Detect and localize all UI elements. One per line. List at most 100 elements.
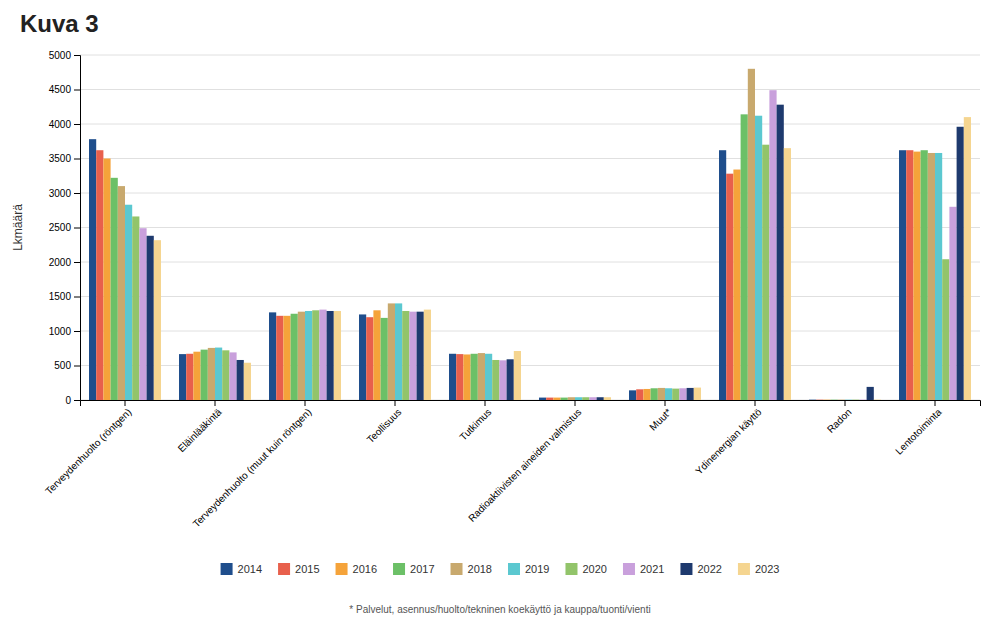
- bar: [762, 145, 769, 400]
- bar: [733, 170, 740, 400]
- legend-item: 2015: [278, 563, 319, 575]
- bar: [132, 216, 139, 400]
- bar: [604, 397, 611, 400]
- y-tick-label: 1500: [49, 291, 72, 302]
- bar: [784, 148, 791, 400]
- x-axis-line: [81, 401, 981, 407]
- series: [103, 152, 920, 400]
- bar: [629, 390, 636, 400]
- y-tick: 4000: [49, 119, 80, 130]
- x-tick-label: Radioaktiivisten aineiden valmistus: [466, 406, 583, 523]
- bar: [921, 150, 928, 400]
- bar: [305, 311, 312, 400]
- x-tick-mark: [125, 400, 126, 406]
- grid-line: [80, 55, 980, 56]
- bar: [568, 397, 575, 400]
- bar: [514, 351, 521, 400]
- y-tick-label: 1000: [49, 326, 72, 337]
- y-tick-label: 500: [54, 360, 71, 371]
- y-tick-label: 3500: [49, 153, 72, 164]
- bar: [111, 178, 118, 400]
- x-tick-mark: [395, 400, 396, 406]
- x-tick-label: Terveydenhuolto (röntgen): [43, 406, 133, 496]
- bar: [582, 397, 589, 400]
- bar: [899, 150, 906, 400]
- bar: [643, 389, 650, 400]
- bar: [215, 348, 222, 400]
- bar: [852, 399, 859, 400]
- legend-swatch: [680, 563, 692, 575]
- bar: [208, 348, 215, 400]
- grid-line: [80, 158, 980, 159]
- y-tick-label: 3000: [49, 188, 72, 199]
- bar: [186, 354, 193, 400]
- y-tick: 2500: [49, 222, 80, 233]
- y-tick-mark: [74, 124, 80, 125]
- y-tick-mark: [74, 366, 80, 367]
- bar: [913, 152, 920, 400]
- bar: [492, 360, 499, 400]
- bar: [769, 90, 776, 400]
- y-tick-mark: [74, 55, 80, 56]
- bar: [449, 354, 456, 400]
- legend-label: 2018: [468, 563, 492, 575]
- bar: [874, 399, 881, 400]
- y-tick-mark: [74, 159, 80, 160]
- bar: [809, 399, 816, 400]
- legend-item: 2021: [623, 563, 664, 575]
- bar: [201, 350, 208, 400]
- bar: [283, 316, 290, 400]
- x-tick: Teollisuus: [365, 400, 404, 445]
- y-tick-mark: [74, 262, 80, 263]
- x-tick-label: Ydinenergian käyttö: [693, 406, 764, 477]
- grid-line: [80, 193, 980, 194]
- bar: [291, 314, 298, 400]
- legend-swatch: [623, 563, 635, 575]
- legend: 2014201520162017201820192020202120222023: [221, 563, 780, 575]
- y-tick-mark: [74, 331, 80, 332]
- bar: [237, 360, 244, 400]
- bar: [471, 354, 478, 400]
- x-tick-mark: [665, 400, 666, 406]
- y-tick: 1500: [49, 291, 80, 302]
- bar: [395, 303, 402, 400]
- legend-swatch: [738, 563, 750, 575]
- bar: [139, 228, 146, 400]
- plot: 0500100015002000250030003500400045005000…: [43, 50, 980, 530]
- series: [111, 114, 928, 400]
- bar: [816, 399, 823, 400]
- bars: [89, 69, 971, 400]
- series: [125, 116, 942, 400]
- legend-label: 2015: [295, 563, 319, 575]
- bar: [478, 353, 485, 400]
- y-tick: 0: [65, 395, 80, 406]
- legend-item: 2023: [738, 563, 779, 575]
- bar: [276, 316, 283, 400]
- y-tick-mark: [74, 90, 80, 91]
- x-tick: Muut*: [647, 400, 673, 433]
- bar: [748, 69, 755, 400]
- bar: [319, 310, 326, 400]
- legend-label: 2014: [238, 563, 262, 575]
- x-tick-mark: [845, 400, 846, 406]
- y-tick-label: 2000: [49, 257, 72, 268]
- bar: [964, 117, 971, 400]
- bar: [719, 150, 726, 400]
- grid: [80, 55, 980, 400]
- bar: [942, 259, 949, 400]
- bar: [561, 398, 568, 400]
- chart: Kuva 30500100015002000250030003500400045…: [0, 0, 1000, 635]
- bar: [388, 303, 395, 400]
- y-axis-title: Lkmäärä: [11, 204, 25, 251]
- x-tick-label: Tutkimus: [457, 406, 493, 442]
- y-tick: 4500: [49, 84, 80, 95]
- bar: [103, 159, 110, 401]
- bar: [147, 236, 154, 400]
- x-tick: Radon: [825, 400, 854, 435]
- y-axis: 0500100015002000250030003500400045005000: [49, 50, 81, 406]
- bar: [928, 153, 935, 400]
- bar: [229, 352, 236, 400]
- bar: [312, 310, 319, 400]
- legend-label: 2020: [582, 563, 606, 575]
- bar: [409, 312, 416, 400]
